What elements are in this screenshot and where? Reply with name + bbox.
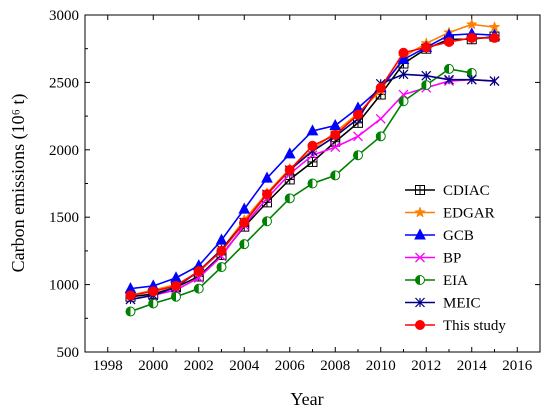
- series-eia: [125, 63, 477, 317]
- data-point-meic: [489, 76, 500, 86]
- series-line-eia: [130, 68, 472, 313]
- data-point-eia: [148, 298, 159, 309]
- data-point-this-study: [262, 189, 272, 200]
- legend-marker: [415, 252, 425, 263]
- data-point-this-study: [125, 290, 136, 301]
- legend-item-bp: BP: [405, 251, 461, 267]
- legend-marker: [415, 297, 425, 308]
- data-point-edgar: [465, 18, 478, 30]
- legend: CDIAC EDGAR GCB BP EIA MEIC This study: [405, 183, 506, 334]
- legend-label: BP: [443, 251, 461, 267]
- data-point-this-study: [489, 32, 500, 43]
- legend-label: EDGAR: [443, 206, 495, 222]
- data-point-gcb: [329, 118, 342, 131]
- legend-item-cdiac: CDIAC: [405, 183, 490, 199]
- y-tick-label: 2000: [49, 143, 79, 159]
- data-point-eia: [193, 283, 204, 294]
- data-point-this-study: [284, 165, 295, 176]
- data-point-gcb: [397, 52, 410, 64]
- x-tick-label: 2006: [275, 358, 306, 374]
- x-tick-label: 2010: [366, 358, 396, 374]
- legend-item-meic: MEIC: [405, 296, 481, 312]
- legend-item-eia: EIA: [405, 273, 468, 289]
- data-point-bp: [353, 131, 363, 142]
- y-axis-title: Carbon emissions (10⁶ t): [8, 94, 29, 273]
- legend-marker: [414, 228, 426, 240]
- data-point-this-study: [444, 36, 454, 47]
- data-point-meic: [421, 70, 432, 81]
- x-tick-label: 2016: [502, 358, 533, 374]
- data-point-gcb: [215, 233, 228, 245]
- data-point-gcb: [306, 124, 319, 136]
- series-line-bp: [130, 78, 495, 301]
- data-point-this-study: [171, 280, 181, 291]
- y-tick-label: 500: [57, 345, 80, 361]
- x-tick-label: 2002: [184, 358, 214, 374]
- legend-label: EIA: [443, 273, 468, 289]
- data-point-gcb: [170, 271, 182, 283]
- legend-label: This study: [443, 318, 506, 334]
- legend-item-this-study: This study: [405, 318, 506, 334]
- x-tick-label: 1998: [93, 358, 123, 374]
- data-point-meic: [398, 69, 409, 80]
- data-point-meic: [444, 74, 454, 85]
- data-point-this-study: [307, 140, 318, 151]
- data-point-eia: [171, 291, 181, 302]
- data-point-eia: [262, 216, 272, 227]
- data-point-eia: [398, 96, 409, 107]
- data-point-this-study: [193, 266, 204, 277]
- data-point-this-study: [398, 47, 409, 58]
- data-point-eia: [125, 306, 136, 317]
- y-tick-label: 2500: [49, 75, 79, 91]
- data-point-this-study: [330, 129, 341, 140]
- y-tick-label: 3000: [49, 8, 79, 24]
- series-this-study: [125, 32, 500, 301]
- legend-label: CDIAC: [443, 183, 490, 199]
- data-point-eia: [353, 150, 363, 161]
- data-point-eia: [216, 262, 227, 273]
- data-point-this-study: [421, 42, 432, 53]
- x-tick-label: 2004: [229, 358, 260, 374]
- legend-label: MEIC: [443, 296, 481, 312]
- x-tick-label: 2014: [457, 358, 488, 374]
- data-point-eia: [239, 239, 250, 250]
- data-point-meic: [466, 74, 477, 85]
- legend-marker: [415, 320, 425, 330]
- x-tick-label: 2012: [411, 358, 441, 374]
- axes: 1998 2000 2002 2004 2006 2008 2010 2012 2014 2016…: [49, 8, 541, 374]
- data-point-this-study: [466, 32, 477, 43]
- data-point-eia: [284, 193, 295, 204]
- x-tick-label: 2000: [138, 358, 168, 374]
- data-point-bp: [330, 142, 341, 153]
- data-point-gcb: [283, 147, 296, 159]
- data-point-cdiac: [307, 156, 318, 167]
- legend-marker: [415, 185, 425, 195]
- y-tick-label: 1000: [49, 278, 79, 294]
- legend-marker: [415, 275, 425, 285]
- data-point-eia: [421, 80, 432, 91]
- data-point-eia: [307, 178, 318, 189]
- data-point-bp: [375, 113, 386, 124]
- x-tick-label: 2008: [320, 358, 350, 374]
- data-point-this-study: [239, 217, 250, 228]
- legend-item-gcb: GCB: [405, 228, 474, 244]
- data-point-eia: [330, 170, 341, 181]
- data-point-this-study: [148, 286, 159, 297]
- legend-marker: [414, 206, 426, 218]
- y-tick-label: 1500: [49, 210, 79, 226]
- data-point-eia: [444, 63, 454, 74]
- legend-item-edgar: EDGAR: [405, 206, 495, 222]
- data-point-this-study: [353, 109, 363, 120]
- series-layer: [124, 18, 501, 317]
- data-point-gcb: [238, 202, 251, 214]
- data-point-this-study: [375, 82, 386, 93]
- x-axis-title: Year: [290, 389, 323, 409]
- data-point-this-study: [216, 245, 227, 256]
- legend-label: GCB: [443, 228, 474, 244]
- data-point-eia: [375, 131, 386, 142]
- data-point-gcb: [261, 171, 273, 183]
